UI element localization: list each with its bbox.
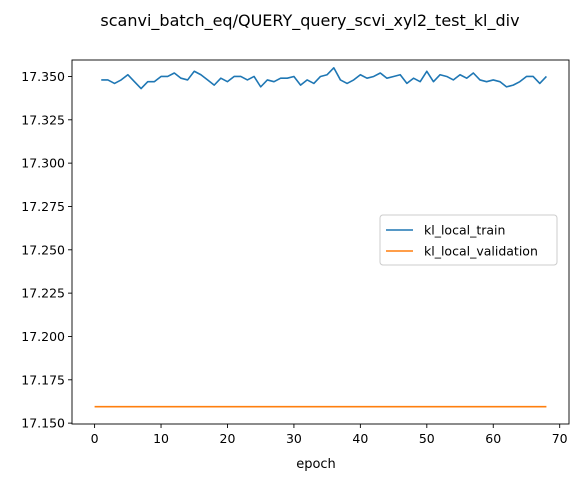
y-tick-label: 17.325 [21, 112, 65, 127]
y-tick-label: 17.250 [21, 242, 65, 257]
x-tick-label: 30 [286, 431, 302, 446]
x-tick-label: 0 [91, 431, 99, 446]
x-axis-label: epoch [296, 457, 336, 472]
y-axis: 17.150 17.175 17.200 17.225 17.250 17.275 17.3… [21, 69, 72, 431]
legend-label: kl_local_validation [424, 244, 538, 259]
x-tick-label: 10 [153, 431, 169, 446]
x-tick-label: 20 [220, 431, 236, 446]
chart-title: scanvi_batch_eq/QUERY_query_scvi_xyl2_te… [100, 11, 519, 31]
plot-frame [71, 59, 570, 425]
y-tick-label: 17.225 [21, 286, 65, 301]
x-tick-label: 60 [485, 431, 501, 446]
x-tick-label: 70 [552, 431, 568, 446]
y-tick-label: 17.275 [21, 199, 65, 214]
y-tick-label: 17.175 [21, 372, 65, 387]
y-tick-label: 17.300 [21, 156, 65, 171]
y-tick-label: 17.350 [21, 69, 65, 84]
plot-area [71, 59, 570, 425]
legend-label: kl_local_train [424, 223, 505, 238]
y-tick-label: 17.200 [21, 329, 65, 344]
series-layer [94, 67, 547, 408]
legend: kl_local_train kl_local_validation [379, 214, 558, 266]
legend-box [379, 214, 558, 266]
x-tick-label: 50 [419, 431, 435, 446]
x-axis: 0 10 20 30 40 50 60 70 [91, 424, 568, 446]
series-line-kl-local-train [101, 67, 547, 90]
x-tick-label: 40 [352, 431, 368, 446]
y-tick-label: 17.150 [21, 416, 65, 431]
